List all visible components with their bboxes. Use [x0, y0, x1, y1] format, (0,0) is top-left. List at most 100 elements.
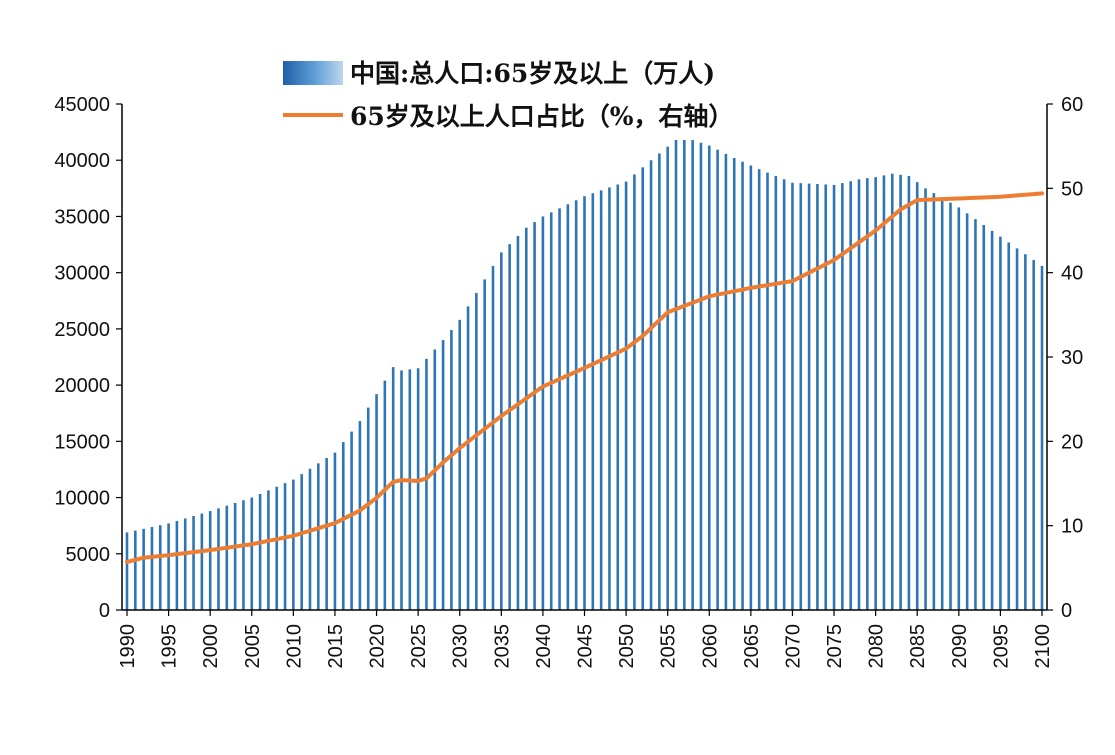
y-left-tick-label-0: 0 — [99, 600, 110, 622]
x-tick-label-2020: 2020 — [367, 624, 389, 669]
bar-2016 — [341, 442, 345, 610]
y-right-tick-label-60: 60 — [1061, 94, 1083, 116]
bar-2083 — [899, 174, 902, 610]
bar-2015 — [333, 452, 337, 610]
bar-2070 — [791, 182, 794, 610]
bar-2023 — [400, 370, 403, 610]
bar-2050 — [624, 181, 628, 610]
bar-2031 — [466, 306, 470, 610]
bar-2077 — [849, 181, 852, 610]
x-tick-label-2060: 2060 — [699, 624, 721, 669]
y-right-tick-label-30: 30 — [1061, 347, 1083, 369]
bar-1994 — [158, 525, 162, 610]
bar-2026 — [425, 358, 428, 610]
bar-2037 — [516, 235, 520, 610]
line-series-layer — [125, 191, 1044, 564]
bar-2020 — [375, 394, 378, 610]
bar-1999 — [200, 513, 204, 610]
bar-2055 — [666, 146, 669, 611]
bar-2004 — [242, 500, 245, 610]
bar-2063 — [732, 157, 736, 610]
bar-2025 — [416, 368, 420, 610]
bar-2091 — [965, 213, 969, 611]
y-left-tick-label-40000: 40000 — [54, 150, 110, 172]
bar-1990 — [125, 532, 129, 610]
bar-2100 — [1040, 265, 1044, 610]
y-right-tick-label-50: 50 — [1061, 178, 1083, 200]
bar-2080 — [874, 177, 877, 610]
y-left-tick-label-25000: 25000 — [54, 319, 110, 341]
y-left-tick-label-30000: 30000 — [54, 263, 110, 285]
legend-label-bar: 中国:总人口:65岁及以上（万人) — [350, 59, 715, 88]
bar-2021 — [383, 380, 387, 610]
bar-2006 — [258, 493, 262, 610]
bar-2017 — [350, 431, 353, 610]
x-tick-label-2055: 2055 — [658, 624, 680, 669]
bar-2075 — [832, 184, 836, 610]
bar-2099 — [1032, 260, 1035, 610]
bar-2054 — [658, 153, 661, 611]
bar-2044 — [574, 200, 578, 610]
bar-2061 — [716, 149, 719, 611]
bar-2012 — [308, 468, 312, 610]
x-tick-label-1990: 1990 — [117, 624, 139, 669]
bar-2036 — [508, 244, 511, 610]
bar-2060 — [707, 145, 711, 610]
bar-2027 — [433, 349, 437, 610]
x-tick-label-2045: 2045 — [575, 624, 597, 669]
bar-1992 — [142, 528, 145, 610]
bar-2034 — [491, 265, 495, 610]
bar-2005 — [250, 497, 254, 610]
bar-2096 — [1007, 242, 1011, 610]
bar-2040 — [541, 216, 545, 610]
bar-2087 — [932, 193, 936, 611]
bar-2038 — [524, 227, 528, 610]
x-tick-label-1995: 1995 — [159, 624, 181, 669]
bar-2013 — [317, 463, 320, 610]
bar-2047 — [599, 190, 603, 611]
bar-2033 — [483, 279, 486, 610]
bar-2007 — [267, 490, 270, 610]
legend-label-line: 65岁及以上人口占比（%，右轴） — [350, 102, 734, 131]
bar-2028 — [441, 340, 445, 610]
bar-2098 — [1024, 254, 1027, 611]
bar-2084 — [907, 175, 911, 610]
bar-2049 — [616, 184, 620, 610]
y-right-tick-label-20: 20 — [1061, 431, 1083, 453]
x-tick-label-2005: 2005 — [242, 624, 264, 669]
axes: 0500010000150002000025000300003500040000… — [54, 94, 1083, 669]
bar-2058 — [691, 139, 694, 611]
bar-2041 — [549, 212, 553, 610]
bar-2029 — [450, 330, 453, 610]
bar-2045 — [583, 196, 586, 610]
legend-swatch-bar — [283, 61, 343, 85]
bar-2097 — [1015, 248, 1019, 610]
y-left-tick-label-5000: 5000 — [66, 544, 111, 566]
bar-2056 — [674, 139, 678, 611]
y-right-tick-label-40: 40 — [1061, 263, 1083, 285]
bar-2057 — [683, 139, 686, 611]
bar-2076 — [841, 183, 844, 610]
bar-2009 — [283, 483, 287, 610]
bar-2086 — [924, 188, 927, 610]
bar-series — [125, 139, 1044, 611]
y-left-tick-label-45000: 45000 — [54, 94, 110, 116]
bar-2088 — [940, 197, 944, 610]
y-left-tick-label-10000: 10000 — [54, 488, 110, 510]
bar-2067 — [766, 172, 769, 610]
x-tick-label-2050: 2050 — [616, 624, 638, 669]
bar-2095 — [999, 236, 1002, 610]
bar-2073 — [816, 184, 819, 610]
bar-2090 — [957, 207, 961, 610]
bar-2064 — [741, 161, 744, 610]
bar-2002 — [225, 505, 229, 610]
bar-2001 — [217, 508, 220, 610]
bar-2048 — [608, 187, 611, 610]
x-tick-label-2095: 2095 — [990, 624, 1012, 669]
x-tick-label-2065: 2065 — [741, 624, 763, 669]
x-tick-label-2015: 2015 — [325, 624, 347, 669]
bar-2042 — [558, 208, 561, 610]
bar-2046 — [591, 193, 595, 610]
bar-2085 — [915, 182, 919, 610]
